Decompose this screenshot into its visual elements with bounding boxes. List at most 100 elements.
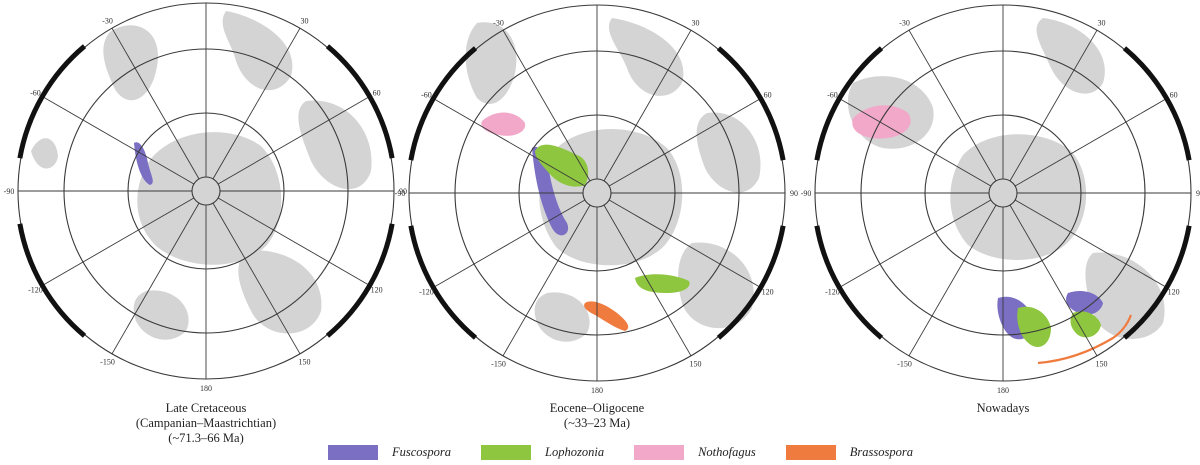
caption-line: (Campanian–Maastrichtian) [135, 416, 277, 430]
meridian-line [908, 29, 997, 182]
longitude-tick-label: -60 [827, 91, 838, 100]
longitude-tick-label: -90 [395, 189, 406, 198]
meridian-line [839, 98, 992, 187]
longitude-tick-label: 90 [1196, 189, 1200, 198]
meridian-line [217, 96, 370, 185]
longitude-tick-label: 180 [997, 386, 1009, 395]
landmasses [31, 11, 372, 340]
legend-swatch [328, 444, 378, 460]
meridian-line [433, 199, 586, 288]
longitude-tick-label: -150 [100, 358, 115, 367]
longitude-tick-label: -120 [419, 288, 434, 297]
landmasses [465, 18, 761, 342]
polar-map-nowadays: 30 60 90 120 150 180 -150 -120 -90 -60 -30 0 [801, 0, 1200, 395]
longitude-tick-label: 30 [1098, 18, 1106, 27]
meridian-line [603, 29, 692, 182]
meridian-line [1009, 29, 1098, 182]
longitude-tick-label: -60 [30, 89, 41, 98]
longitude-tick-label: 60 [1170, 91, 1178, 100]
legend-item-brassospora: Brassospora [785, 444, 913, 460]
longitude-tick-label: -150 [491, 360, 506, 369]
longitude-tick-label: 150 [299, 358, 311, 367]
meridian-line [603, 204, 692, 357]
brassospora-distribution [584, 301, 629, 331]
rim-band [1122, 46, 1192, 161]
lophozonia-distribution [1017, 306, 1101, 348]
longitude-tick-label: 30 [301, 16, 309, 25]
meridian-line [433, 98, 586, 187]
longitude-tick-label: 180 [200, 384, 212, 393]
longitude-tick-label: -60 [421, 91, 432, 100]
caption-line: Nowadays [976, 401, 1030, 415]
landmasses [847, 18, 1165, 340]
caption-line: Eocene–Oligocene [549, 401, 645, 415]
rim-band [408, 225, 478, 340]
figure-canvas: 30 60 90 120 150 180 -150 -120 -90 -60 -30 0 30 60 90… [4, 0, 1200, 395]
nothofagus-distribution [852, 105, 911, 139]
legend-item-nothofagus: Nothofagus [634, 444, 756, 460]
meridian-line [111, 202, 200, 355]
meridian-line [111, 27, 200, 180]
rim-band [814, 46, 884, 161]
longitude-tick-label: -120 [28, 286, 43, 295]
rim-band [408, 46, 478, 161]
longitude-tick-label: 30 [692, 18, 700, 27]
rim-band [1122, 225, 1192, 340]
longitude-tick-label: -90 [801, 189, 812, 198]
legend-item-fuscospora: Fuscospora [328, 444, 452, 460]
caption-line: (~33–23 Ma) [563, 416, 631, 430]
meridian-line [212, 27, 301, 180]
meridian-line [212, 202, 301, 355]
meridian-line [608, 98, 761, 187]
caption-nowadays: Nowadays [883, 401, 1123, 416]
fuscospora-distribution [532, 146, 569, 236]
brassospora-distribution [1037, 314, 1133, 365]
longitude-tick-label: 120 [371, 286, 383, 295]
rim-band [325, 44, 395, 159]
legend-item-lophozonia: Lophozonia [481, 444, 605, 460]
longitude-tick-label: -30 [102, 16, 113, 25]
longitude-tick-label: -90 [4, 187, 15, 196]
legend: Fuscospora Lophozonia Nothofagus Brassos… [328, 443, 943, 461]
legend-swatch [481, 444, 532, 460]
rim-band [814, 225, 884, 340]
longitude-tick-label: 60 [764, 91, 772, 100]
longitude-tick-label: 150 [1096, 360, 1108, 369]
caption-line: Late Cretaceous [165, 401, 247, 415]
meridian-line [1014, 199, 1167, 288]
legend-label: Fuscospora [392, 444, 452, 459]
legend-label: Nothofagus [698, 444, 756, 459]
longitude-tick-label: 90 [790, 189, 798, 198]
longitude-tick-label: 150 [690, 360, 702, 369]
caption-eocene-oligocene: Eocene–Oligocene (~33–23 Ma) [477, 401, 717, 431]
rim-band [325, 223, 395, 338]
longitude-tick-label: 120 [1168, 288, 1180, 297]
rim-band [716, 46, 786, 161]
longitude-tick-label: -30 [493, 18, 504, 27]
nothofagus-distribution [481, 112, 526, 136]
rim-band [17, 44, 87, 159]
longitude-tick-label: 180 [591, 386, 603, 395]
meridian-line [42, 96, 195, 185]
meridian-line [217, 197, 370, 286]
meridian-line [42, 197, 195, 286]
legend-swatch [785, 444, 836, 460]
longitude-tick-label: 90 [399, 187, 407, 196]
longitude-tick-label: -30 [899, 18, 910, 27]
meridian-line [502, 204, 591, 357]
meridian-line [908, 204, 997, 357]
meridian-line [839, 199, 992, 288]
rim-band [17, 223, 87, 338]
legend-label: Lophozonia [545, 444, 605, 459]
fuscospora-distribution [134, 142, 153, 185]
caption-line: (~71.3–66 Ma) [168, 431, 244, 445]
meridian-line [608, 199, 761, 288]
longitude-tick-label: -120 [825, 288, 840, 297]
polar-map-eocene-oligocene: 30 60 90 120 150 180 -150 -120 -90 -60 -30 0 [395, 0, 798, 395]
rim-band [716, 225, 786, 340]
meridian-line [502, 29, 591, 182]
